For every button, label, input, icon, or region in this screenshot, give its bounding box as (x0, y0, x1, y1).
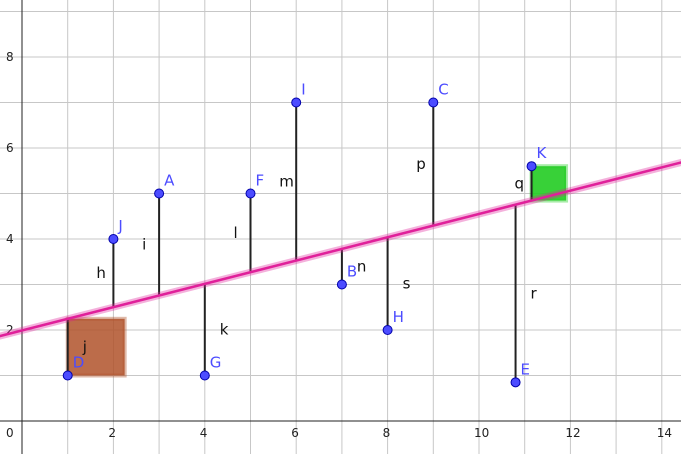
x-tick-label: 12 (565, 426, 580, 440)
y-tick-label: 8 (6, 50, 14, 64)
point-label-J: J (117, 217, 122, 235)
residual-segments[interactable] (66, 102, 533, 383)
point-label-K: K (537, 144, 548, 162)
segment-labels: j h i k l m n s p r q (82, 155, 538, 356)
point-label-C: C (438, 81, 448, 99)
regression-line-stroke[interactable] (0, 156, 681, 342)
x-tick-label: 0 (6, 426, 14, 440)
point-label-E: E (521, 360, 530, 378)
square-j[interactable] (65, 316, 127, 378)
point-label-G: G (210, 354, 222, 372)
point-label-F: F (256, 172, 265, 190)
segment-label-p: p (416, 155, 426, 173)
point-D[interactable] (62, 370, 73, 381)
segment-label-k: k (220, 321, 229, 339)
point-H[interactable] (382, 325, 393, 335)
square-q[interactable] (529, 164, 569, 203)
point-label-H: H (393, 308, 404, 326)
y-tick-label: 4 (6, 232, 14, 246)
x-tick-label: 4 (200, 426, 208, 440)
x-tick-label: 10 (474, 426, 489, 440)
segment-label-m: m (279, 173, 294, 191)
segment-label-i: i (142, 236, 146, 254)
point-label-D: D (73, 354, 85, 372)
x-tick-label: 8 (383, 426, 391, 440)
y-tick-label: 6 (6, 141, 14, 155)
point-A[interactable] (154, 188, 165, 199)
point-E[interactable] (510, 377, 521, 388)
segment-label-r: r (531, 284, 538, 302)
regression-line[interactable] (0, 156, 681, 342)
x-tick-label: 2 (108, 426, 116, 440)
points[interactable]: D J A G F I B H C E K (62, 81, 548, 388)
point-I[interactable] (291, 97, 302, 108)
segment-label-q: q (515, 174, 525, 192)
point-J[interactable] (108, 234, 119, 244)
point-label-A: A (164, 172, 175, 190)
point-C[interactable] (428, 97, 439, 108)
x-tick-label: 6 (291, 426, 299, 440)
segment-label-n: n (357, 258, 367, 276)
y-tick-label: 2 (6, 323, 14, 337)
point-F[interactable] (245, 188, 256, 199)
segment-label-l: l (234, 224, 238, 242)
x-tick-label: 14 (657, 426, 672, 440)
point-B[interactable] (336, 279, 347, 290)
squares[interactable] (65, 164, 569, 378)
point-G[interactable] (199, 370, 210, 381)
segment-label-s: s (403, 275, 411, 293)
point-K[interactable] (526, 161, 537, 172)
tick-labels: 0 2 4 6 8 10 12 14 2 4 6 8 (6, 50, 672, 440)
segment-label-h: h (96, 264, 106, 282)
segment-label-j: j (82, 338, 87, 356)
point-label-B: B (347, 263, 357, 281)
point-label-I: I (301, 81, 305, 99)
